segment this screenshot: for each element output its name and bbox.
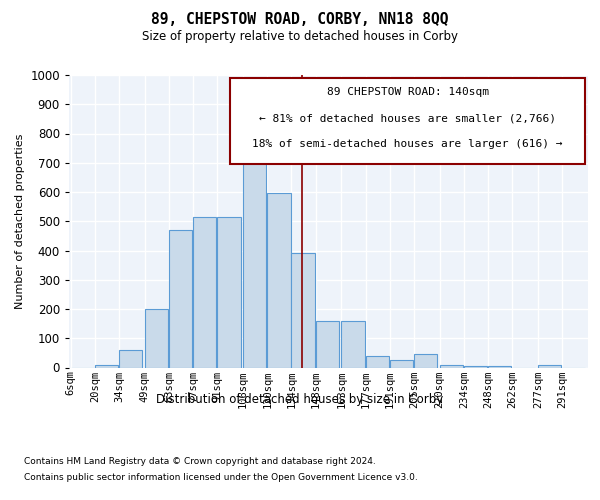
Bar	[95, 364, 118, 368]
Bar	[341, 320, 365, 368]
Bar	[193, 217, 217, 368]
Y-axis label: Number of detached properties: Number of detached properties	[15, 134, 25, 309]
Text: 18% of semi-detached houses are larger (616) →: 18% of semi-detached houses are larger (…	[253, 140, 563, 149]
Text: 89 CHEPSTOW ROAD: 140sqm: 89 CHEPSTOW ROAD: 140sqm	[326, 86, 488, 97]
Text: Contains public sector information licensed under the Open Government Licence v3: Contains public sector information licen…	[24, 472, 418, 482]
Bar	[217, 217, 241, 368]
Bar	[390, 360, 413, 368]
Bar	[316, 320, 339, 368]
Text: ← 81% of detached houses are smaller (2,766): ← 81% of detached houses are smaller (2,…	[259, 113, 556, 123]
Bar	[267, 194, 290, 368]
Bar	[365, 356, 389, 368]
Bar	[440, 364, 463, 368]
Bar	[292, 254, 315, 368]
Text: Contains HM Land Registry data © Crown copyright and database right 2024.: Contains HM Land Registry data © Crown c…	[24, 458, 376, 466]
Text: Distribution of detached houses by size in Corby: Distribution of detached houses by size …	[157, 392, 443, 406]
Bar	[464, 366, 487, 368]
Text: Size of property relative to detached houses in Corby: Size of property relative to detached ho…	[142, 30, 458, 43]
Bar	[243, 146, 266, 368]
Bar	[169, 230, 192, 368]
Text: 89, CHEPSTOW ROAD, CORBY, NN18 8QQ: 89, CHEPSTOW ROAD, CORBY, NN18 8QQ	[151, 12, 449, 28]
Bar	[538, 365, 561, 368]
Bar	[488, 366, 511, 368]
Bar	[119, 350, 142, 368]
Bar	[414, 354, 437, 368]
Bar	[145, 309, 168, 368]
FancyBboxPatch shape	[230, 78, 586, 164]
